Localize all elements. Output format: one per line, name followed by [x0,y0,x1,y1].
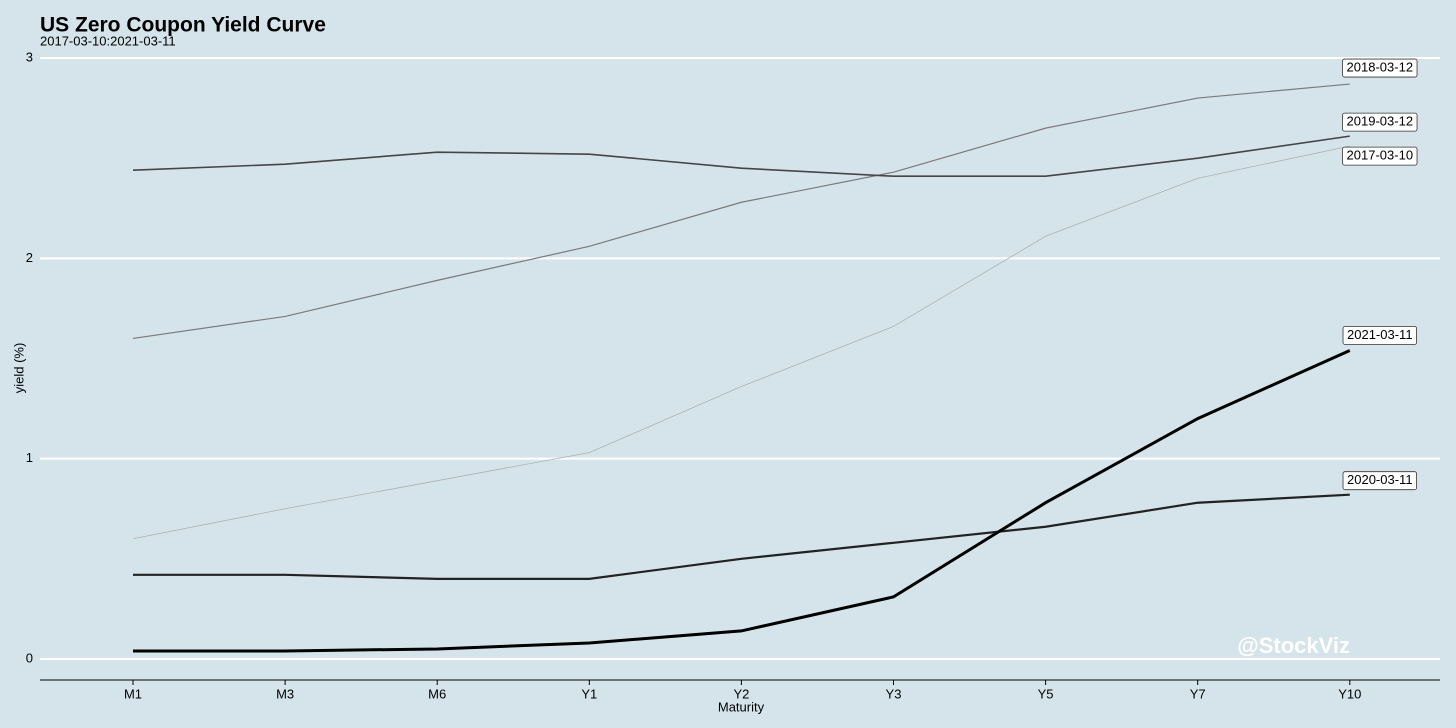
x-tick-label: Y10 [1338,686,1361,701]
x-tick-label: Y3 [886,686,902,701]
series-line [133,349,1351,653]
x-tick-label: M1 [124,686,142,701]
chart-title: US Zero Coupon Yield Curve [40,14,326,37]
series-label-box [1342,471,1417,491]
series-label-box [1342,146,1418,166]
chart-subtitle: 2017-03-10:2021-03-11 [40,33,176,48]
y-tick-label: 0 [26,650,33,665]
series-label: 2017-03-10 [1347,148,1414,163]
y-tick-label: 1 [26,450,33,465]
series-label-box [1342,58,1418,78]
series-label-box [1342,112,1418,132]
x-axis-label: Maturity [718,699,765,714]
watermark: @StockViz [1237,633,1350,658]
x-tick-label: Y1 [581,686,597,701]
series-line [132,83,1350,340]
series-label: 2019-03-12 [1347,114,1414,129]
series-line [133,493,1350,580]
series-label: 2021-03-11 [1347,327,1413,342]
x-tick-label: M6 [428,686,446,701]
series-label-box [1342,326,1417,345]
y-tick-label: 2 [26,250,33,265]
x-tick-label: M3 [276,686,294,701]
y-axis-label: yield (%) [11,343,26,394]
x-tick-label: Y2 [733,686,749,701]
series-label: 2018-03-12 [1347,59,1414,74]
series-label: 2020-03-11 [1347,472,1413,487]
x-tick-label: Y5 [1038,686,1054,701]
series-line [132,135,1350,178]
x-tick-label: Y7 [1190,686,1206,701]
y-tick-label: 3 [26,49,33,64]
series-line [132,145,1350,540]
